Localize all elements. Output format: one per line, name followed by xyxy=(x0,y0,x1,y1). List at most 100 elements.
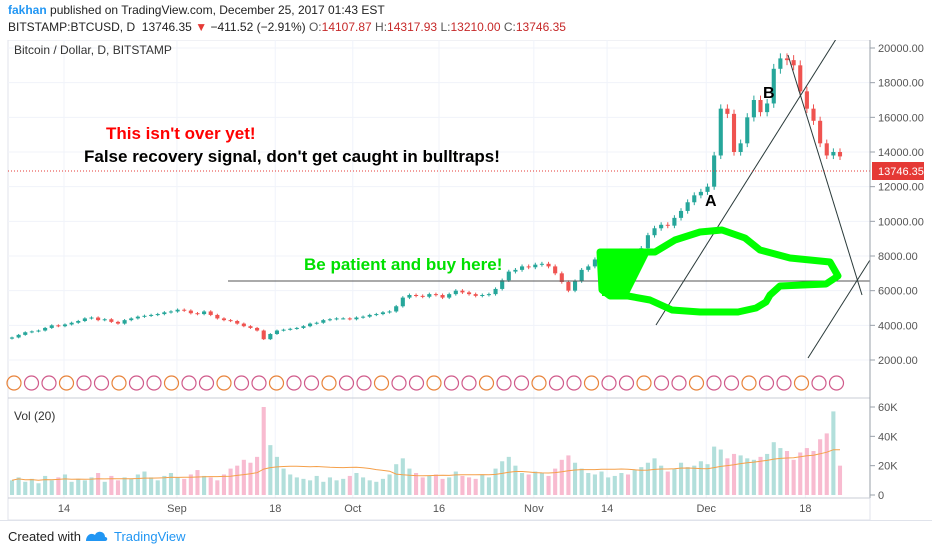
price-axis[interactable]: 20000.00 18000.00 16000.00 14000.00 12000.00… xyxy=(869,40,924,498)
candle-body xyxy=(142,315,147,317)
price-tick-label: 6000.00 xyxy=(878,286,918,298)
volume-bar xyxy=(135,474,140,495)
candle-body xyxy=(526,266,531,268)
candle-body xyxy=(771,68,776,104)
price-chart[interactable]: This isn't over yet! False recovery sign… xyxy=(0,35,932,521)
volume-bar xyxy=(639,467,644,495)
volume-bar xyxy=(62,474,68,495)
volume-bar xyxy=(76,478,81,495)
candle-body xyxy=(500,280,505,289)
candle-body xyxy=(533,264,538,268)
event-marker-icon xyxy=(811,375,827,391)
short-trendline[interactable] xyxy=(807,259,871,359)
candle-body xyxy=(546,263,551,267)
candle-body xyxy=(572,281,578,291)
candle-body xyxy=(712,155,717,187)
candle-body xyxy=(831,152,836,156)
candle-body xyxy=(837,152,843,157)
candle-body xyxy=(301,326,306,328)
annotation-bulltrap[interactable]: False recovery signal, don't get caught … xyxy=(84,147,500,166)
event-marker-icon xyxy=(128,375,145,391)
time-tick-label: Dec xyxy=(696,503,716,515)
tradingview-brand[interactable]: TradingView xyxy=(114,529,186,544)
tradingview-logo-icon[interactable] xyxy=(84,529,108,543)
volume-bar xyxy=(327,477,333,495)
candle-body xyxy=(195,313,200,315)
volume-axis[interactable]: 60K 40K 20K 0 xyxy=(870,402,898,502)
event-marker-icon xyxy=(461,375,477,391)
candle-body xyxy=(387,311,392,313)
falling-trendline[interactable] xyxy=(787,54,863,296)
candle-body xyxy=(314,322,319,324)
event-marker-icon xyxy=(303,375,320,391)
time-tick-label: 16 xyxy=(433,503,445,515)
candle-body xyxy=(228,320,233,322)
low-label: L: xyxy=(440,20,451,34)
event-marker-icon xyxy=(146,375,162,391)
volume-bar xyxy=(672,468,677,495)
candle-body xyxy=(255,327,260,331)
candle-body xyxy=(135,316,140,319)
volume-bar xyxy=(619,473,624,495)
candle-body xyxy=(579,269,584,282)
author-name[interactable]: fakhan xyxy=(8,3,47,17)
event-marker-icon xyxy=(181,375,197,391)
candle-body xyxy=(288,328,293,330)
volume-bar xyxy=(678,462,684,495)
chart-area[interactable]: This isn't over yet! False recovery sign… xyxy=(0,35,932,521)
volume-bar xyxy=(473,478,478,495)
annotation-not-over[interactable]: This isn't over yet! xyxy=(106,124,256,143)
event-marker-icon xyxy=(58,375,75,391)
time-tick-label: 14 xyxy=(58,503,70,515)
volume-bar xyxy=(427,475,432,495)
wave-label-a[interactable]: A xyxy=(705,193,717,210)
volume-bar xyxy=(29,478,34,495)
last-price-badge xyxy=(872,162,924,180)
volume-bar xyxy=(400,458,405,495)
candle-body xyxy=(380,312,385,315)
candle-body xyxy=(745,117,750,144)
candle-body xyxy=(89,317,94,319)
time-axis[interactable]: 14 Sep 18 Oct 16 Nov 14 Dec 18 xyxy=(58,503,812,515)
last-price-badge-text: 13746.35 xyxy=(878,166,924,178)
candle-body xyxy=(698,191,703,196)
wave-label-b[interactable]: B xyxy=(763,85,775,102)
volume-bar xyxy=(301,478,306,495)
volume-bar xyxy=(142,471,147,495)
volume-bar xyxy=(625,474,631,495)
price-change: −411.52 (−2.91%) xyxy=(210,20,306,34)
volume-bar xyxy=(586,473,591,495)
volume-tick-label: 40K xyxy=(878,431,898,443)
volume-tick-label: 20K xyxy=(878,461,898,473)
price-tick-label: 20000.00 xyxy=(878,43,924,55)
price-tick-label: 4000.00 xyxy=(878,320,918,332)
candle-body xyxy=(109,319,114,322)
volume-bar xyxy=(168,473,174,495)
candle-body xyxy=(566,282,571,291)
candle-body xyxy=(414,295,419,296)
event-marker-icon xyxy=(268,375,285,391)
event-marker-icon xyxy=(426,375,442,391)
event-marker-icon xyxy=(723,375,740,391)
candle-body xyxy=(818,120,823,144)
candle-body xyxy=(440,295,445,298)
volume-bar xyxy=(599,471,604,495)
volume-bar xyxy=(347,475,352,495)
volume-bar xyxy=(725,458,730,495)
annotation-buy-here[interactable]: Be patient and buy here! xyxy=(304,255,502,274)
event-marker-icon xyxy=(513,375,530,391)
volume-bar xyxy=(778,448,783,495)
candle-body xyxy=(460,290,465,293)
volume-bar xyxy=(420,477,425,495)
high-label: H: xyxy=(375,20,388,34)
event-marker-icon xyxy=(23,375,40,391)
publish-info: published on TradingView.com, December 2… xyxy=(50,3,385,17)
volume-bar xyxy=(698,461,703,495)
volume-bar xyxy=(606,477,611,495)
volume-bar xyxy=(361,477,366,495)
rising-trendline[interactable] xyxy=(655,35,839,326)
candle-body xyxy=(738,143,743,152)
candle-body xyxy=(354,317,359,320)
pointing-hand-drawing[interactable] xyxy=(596,226,842,316)
volume-bar xyxy=(440,478,445,495)
